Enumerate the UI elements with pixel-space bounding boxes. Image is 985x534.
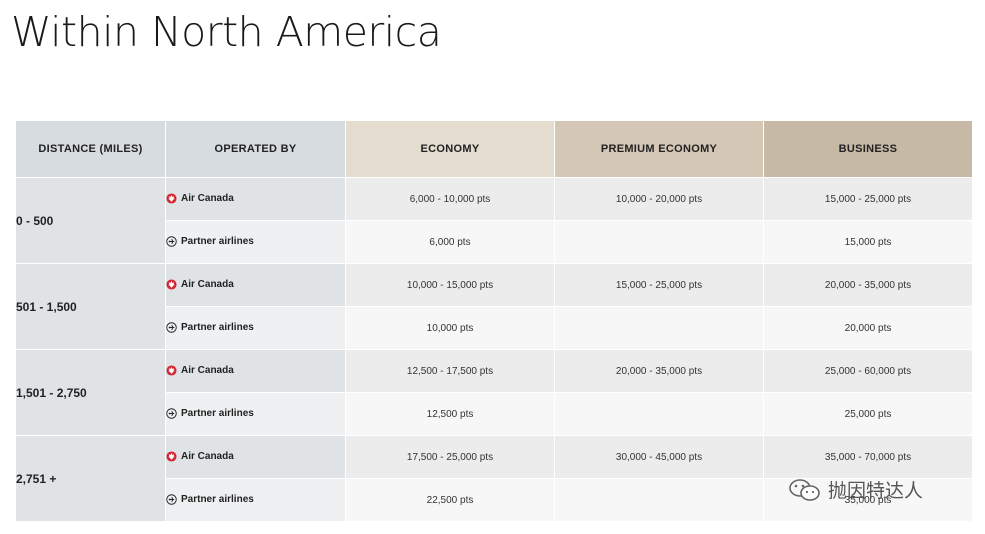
header-business: BUSINESS: [763, 120, 973, 178]
table-row: 2,751 + Air Canada 17,500 - 25,000 pts 30,0…: [15, 435, 973, 522]
business-cell: 20,000 pts: [763, 306, 973, 350]
page-title: Within North America: [11, 8, 442, 56]
maple-leaf-icon: [166, 279, 177, 290]
table-row: Partner airlines 6,000 pts 15,000 pts: [16, 220, 973, 264]
operator-partner-airlines: Partner airlines: [165, 478, 346, 522]
distance-cell: 2,751 +: [15, 435, 166, 522]
operator-label: Air Canada: [181, 365, 234, 377]
distance-cell: 0 - 500: [15, 177, 166, 264]
business-cell: 15,000 pts: [763, 220, 973, 264]
premium-economy-cell: 15,000 - 25,000 pts: [554, 263, 764, 307]
plane-circle-icon: [166, 494, 177, 506]
table-row: 501 - 1,500 Air Canada 10,000 - 15,000 pts…: [15, 263, 973, 350]
premium-economy-cell: [554, 392, 764, 436]
table-header-row: DISTANCE (MILES) OPERATED BY ECONOMY PRE…: [15, 120, 973, 178]
operator-partner-airlines: Partner airlines: [165, 306, 346, 350]
economy-cell: 12,500 pts: [345, 392, 555, 436]
premium-economy-cell: 10,000 - 20,000 pts: [554, 177, 764, 221]
distance-cell: 501 - 1,500: [15, 263, 166, 350]
operator-label: Partner airlines: [181, 408, 254, 420]
table-row: Partner airlines 22,500 pts 35,000 pts: [16, 478, 973, 522]
watermark: 抛因特达人: [788, 476, 923, 503]
economy-cell: 10,000 - 15,000 pts: [345, 263, 555, 307]
operator-partner-airlines: Partner airlines: [165, 392, 346, 436]
economy-cell: 22,500 pts: [345, 478, 555, 522]
economy-cell: 10,000 pts: [345, 306, 555, 350]
operator-label: Partner airlines: [181, 322, 254, 334]
premium-economy-cell: 20,000 - 35,000 pts: [554, 349, 764, 393]
business-cell: 15,000 - 25,000 pts: [763, 177, 973, 221]
operator-label: Air Canada: [181, 279, 234, 291]
table-row: Partner airlines 10,000 pts 20,000 pts: [16, 306, 973, 350]
premium-economy-cell: [554, 306, 764, 350]
wechat-icon: [789, 478, 820, 501]
operator-air-canada: Air Canada: [165, 435, 346, 479]
operator-label: Partner airlines: [181, 494, 254, 506]
header-premium-economy: PREMIUM ECONOMY: [554, 120, 764, 178]
award-chart-table: DISTANCE (MILES) OPERATED BY ECONOMY PRE…: [15, 120, 973, 522]
plane-circle-icon: [166, 322, 177, 334]
table-row: 1,501 - 2,750 Air Canada 12,500 - 17,500 p…: [15, 349, 973, 436]
premium-economy-cell: [554, 220, 764, 264]
economy-cell: 17,500 - 25,000 pts: [345, 435, 555, 479]
maple-leaf-icon: [166, 365, 177, 376]
plane-circle-icon: [166, 408, 177, 420]
header-economy: ECONOMY: [345, 120, 555, 178]
operator-air-canada: Air Canada: [165, 349, 346, 393]
economy-cell: 6,000 pts: [345, 220, 555, 264]
operator-label: Air Canada: [181, 451, 234, 463]
distance-cell: 1,501 - 2,750: [15, 349, 166, 436]
premium-economy-cell: 30,000 - 45,000 pts: [554, 435, 764, 479]
operator-air-canada: Air Canada: [165, 177, 346, 221]
premium-economy-cell: [554, 478, 764, 522]
operator-label: Air Canada: [181, 193, 234, 205]
operator-partner-airlines: Partner airlines: [165, 220, 346, 264]
business-cell: 35,000 pts: [763, 478, 973, 522]
plane-circle-icon: [166, 236, 177, 248]
header-operated-by: OPERATED BY: [165, 120, 346, 178]
business-cell: 20,000 - 35,000 pts: [763, 263, 973, 307]
table-row: 0 - 500 Air Canada 6,000 - 10,000 pts 10,00…: [15, 177, 973, 264]
maple-leaf-icon: [166, 193, 177, 204]
economy-cell: 6,000 - 10,000 pts: [345, 177, 555, 221]
operator-label: Partner airlines: [181, 236, 254, 248]
economy-cell: 12,500 - 17,500 pts: [345, 349, 555, 393]
table-row: Partner airlines 12,500 pts 25,000 pts: [16, 392, 973, 436]
header-distance: DISTANCE (MILES): [15, 120, 166, 178]
watermark-text: 抛因特达人: [828, 480, 924, 502]
operator-air-canada: Air Canada: [165, 263, 346, 307]
maple-leaf-icon: [166, 451, 177, 462]
business-cell: 25,000 pts: [763, 392, 973, 436]
business-cell: 25,000 - 60,000 pts: [763, 349, 973, 393]
business-cell: 35,000 - 70,000 pts: [763, 435, 973, 479]
